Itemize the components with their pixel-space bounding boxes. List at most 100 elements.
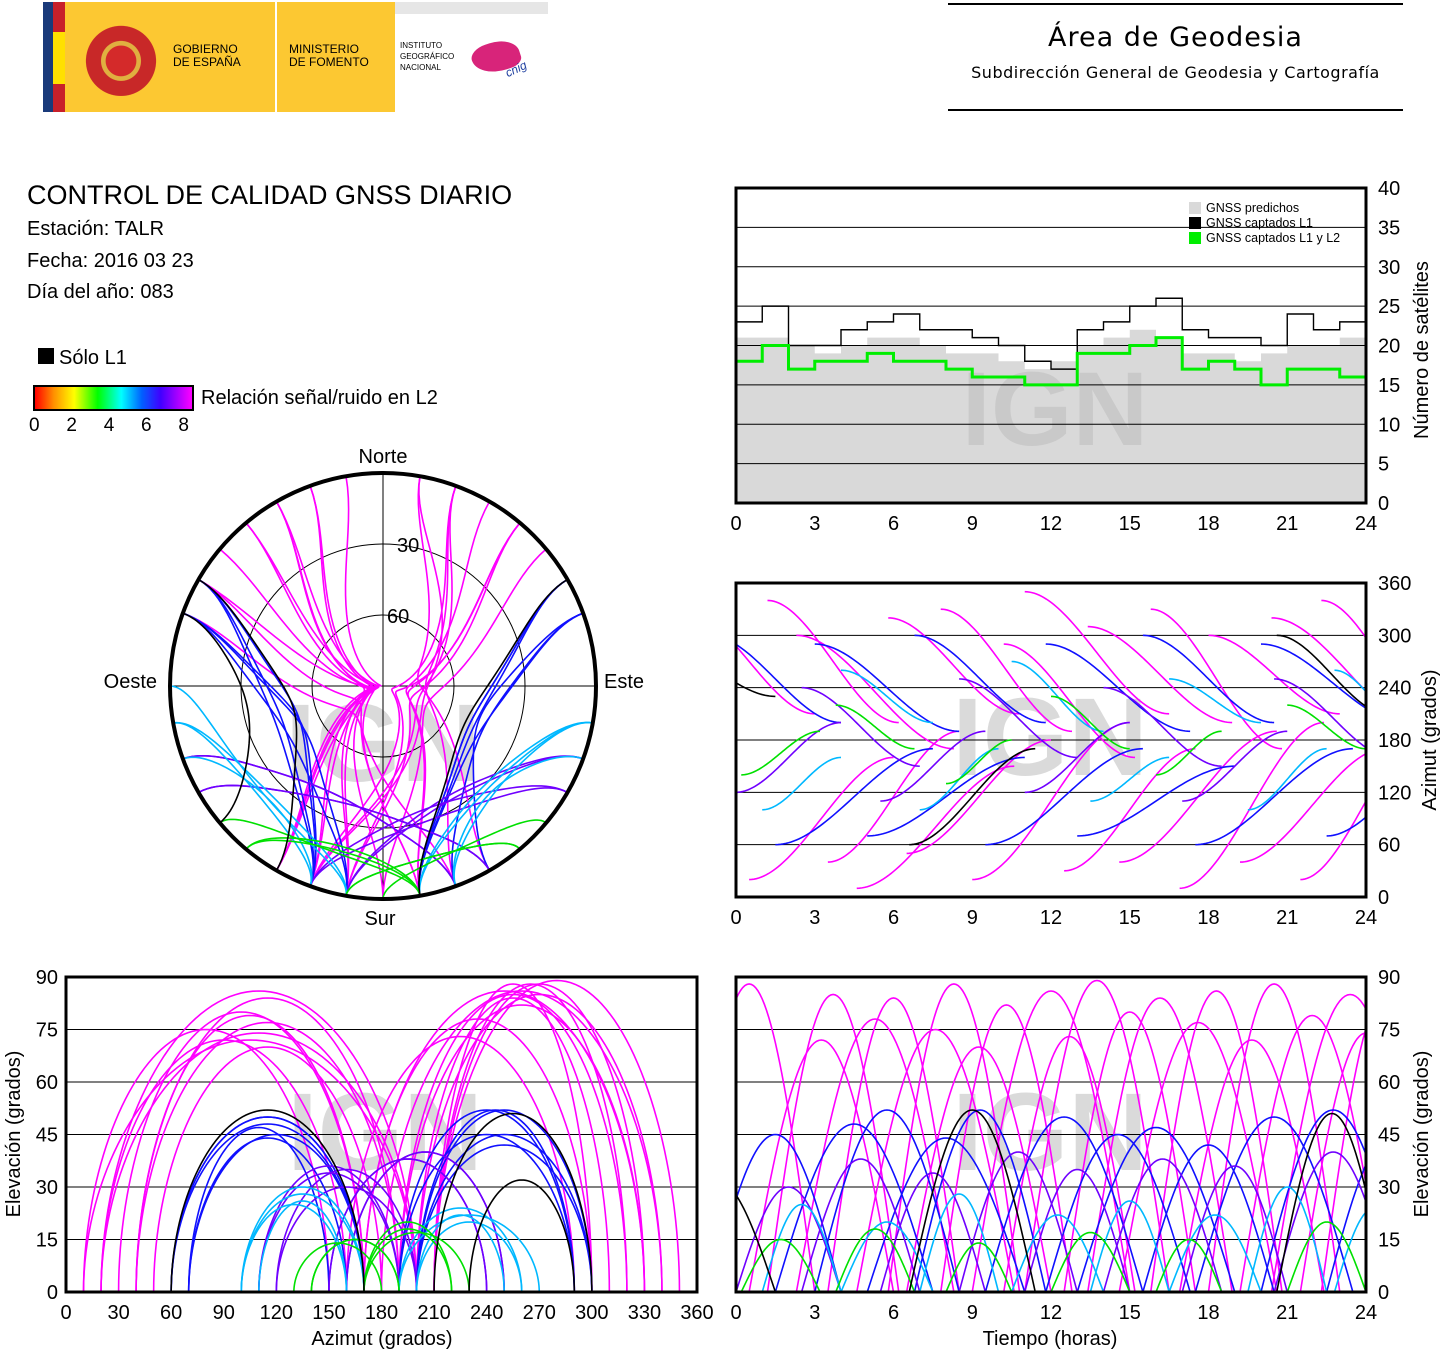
- azimuth-track: [1045, 643, 1191, 733]
- azimuth-track: [1195, 747, 1353, 846]
- azimuth-track: [1142, 634, 1275, 724]
- elev-time-y-tick: 45: [1378, 1125, 1400, 1147]
- count-x-tick: 6: [888, 513, 899, 535]
- polar-track: [472, 612, 584, 871]
- count-y-tick: 30: [1378, 257, 1400, 279]
- snr-scale-ticks: 0 2 4 6 8: [29, 415, 189, 437]
- polar-track: [170, 685, 348, 896]
- elev-time-track: [945, 1242, 1013, 1292]
- snr-tick: 0: [29, 415, 40, 436]
- count-y-tick: 15: [1378, 375, 1400, 397]
- elev-time-track: [1299, 1032, 1366, 1292]
- polar-track: [173, 721, 313, 887]
- polar-track: [407, 522, 521, 896]
- azimuth-track: [835, 704, 915, 750]
- elev-time-x-tick: 0: [730, 1302, 741, 1324]
- count-x-tick: 15: [1119, 513, 1141, 535]
- count-x-tick: 12: [1040, 513, 1062, 535]
- elev-az-x-axis-label: Azimut (grados): [311, 1328, 452, 1350]
- elev-time-track: [774, 1123, 934, 1292]
- azimuth-y-axis-label: Azimut (grados): [1419, 669, 1441, 810]
- elev-az-track: [468, 1179, 576, 1292]
- azimuth-track: [1300, 799, 1366, 881]
- polar-track: [416, 476, 491, 871]
- area-title: Área de Geodesia: [1048, 22, 1303, 53]
- polar-track: [275, 476, 383, 871]
- elev-az-track: [398, 1214, 541, 1292]
- elev-time-track: [736, 1186, 842, 1292]
- logo-separator: [275, 2, 277, 112]
- elev-az-y-tick: 75: [36, 1020, 58, 1042]
- azimuth-track: [767, 599, 899, 724]
- elev-time-y-tick: 75: [1378, 1020, 1400, 1042]
- count-y-tick: 25: [1378, 296, 1400, 318]
- elev-time-track: [866, 1137, 1026, 1292]
- azimuth-track: [1050, 695, 1130, 750]
- l1-series-line: [736, 297, 1366, 370]
- azimuth-track: [1103, 686, 1222, 767]
- elev-time-track: [908, 1109, 1037, 1292]
- spanish-flag-icon: [43, 2, 65, 112]
- area-subtitle: Subdirección General de Geodesia y Carto…: [971, 63, 1380, 82]
- elev-az-track: [135, 1014, 365, 1292]
- polar-track: [182, 612, 317, 887]
- elev-az-track: [328, 1158, 488, 1292]
- elev-az-track: [415, 1133, 593, 1292]
- polar-north-label: Norte: [359, 446, 408, 468]
- elev-az-track: [433, 983, 593, 1292]
- azimuth-track: [880, 730, 986, 802]
- polar-track: [182, 612, 348, 896]
- azimuth-track: [888, 617, 1020, 715]
- elev-az-track: [100, 990, 418, 1292]
- elev-time-y-tick: 90: [1378, 967, 1400, 989]
- polar-track: [198, 578, 315, 887]
- legend-label: GNSS predichos: [1206, 201, 1299, 215]
- elev-time-track: [1286, 1221, 1366, 1292]
- azimuth-y-tick: 360: [1378, 573, 1411, 595]
- polar-track: [198, 578, 380, 871]
- elev-az-x-tick: 60: [160, 1302, 182, 1324]
- count-y-tick: 5: [1378, 454, 1389, 476]
- azimuth-track: [749, 756, 894, 881]
- min-line-2: DE FOMENTO: [289, 55, 369, 69]
- count-x-tick: 21: [1276, 513, 1298, 535]
- legend-swatch: [1189, 217, 1201, 229]
- elev-az-x-tick: 210: [417, 1302, 450, 1324]
- min-line-1: MINISTERIO: [289, 42, 360, 56]
- elev-az-x-tick: 330: [628, 1302, 661, 1324]
- ign-line-2: GEOGRÁFICO: [400, 52, 455, 61]
- azimuth-track: [1271, 617, 1366, 693]
- azimuth-track: [1064, 747, 1196, 872]
- l1-l2-series-line: [736, 336, 1366, 387]
- elev-time-track: [984, 1116, 1144, 1292]
- azimuth-track: [1260, 643, 1366, 710]
- elev-az-y-tick: 45: [36, 1125, 58, 1147]
- azimuth-track: [1087, 625, 1233, 724]
- elev-az-track: [398, 1133, 576, 1292]
- elev-time-track: [1149, 990, 1283, 1292]
- azimuth-track: [909, 747, 1036, 846]
- elev-time-track: [748, 1039, 895, 1292]
- elev-az-y-axis-label: Elevación (grados): [3, 1051, 25, 1218]
- snr-color-scale: [33, 385, 194, 411]
- polar-track: [173, 721, 348, 896]
- elev-time-track: [1239, 1014, 1366, 1292]
- azimuth-track: [914, 634, 1046, 724]
- azimuth-track: [1247, 747, 1327, 811]
- elev-time-y-axis-label: Elevación (grados): [1411, 1051, 1433, 1218]
- elev-az-track: [152, 1046, 383, 1292]
- count-plot-frame: [734, 186, 1368, 505]
- azimuth-track: [1179, 721, 1325, 890]
- elev-az-y-tick: 15: [36, 1230, 58, 1252]
- elev-az-track: [398, 1109, 576, 1292]
- elev-az-track: [415, 993, 663, 1292]
- elev-time-track: [1142, 1144, 1275, 1292]
- elev-time-x-tick: 18: [1197, 1302, 1219, 1324]
- azimuth-y-tick: 60: [1378, 835, 1400, 857]
- legend-label: GNSS captados L1 y L2: [1206, 231, 1340, 245]
- polar-track: [198, 578, 317, 887]
- azimuth-track: [1011, 660, 1104, 733]
- azimuth-x-tick: 15: [1119, 907, 1141, 929]
- ign-watermark: IGN: [962, 351, 1149, 468]
